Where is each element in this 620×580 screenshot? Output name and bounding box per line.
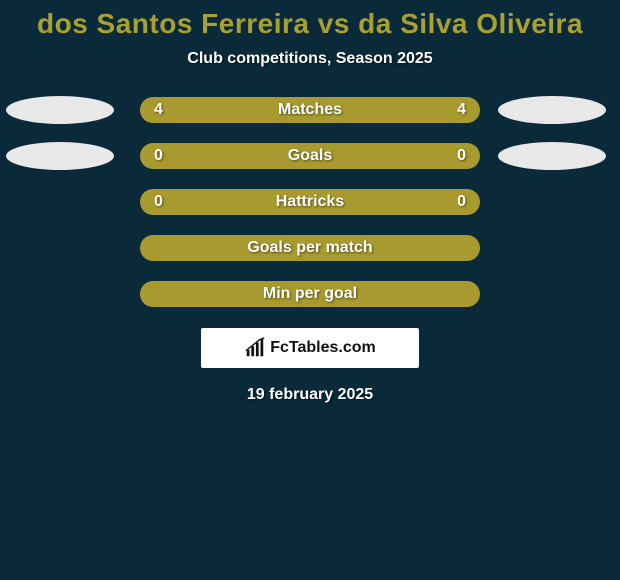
right-value: 4	[457, 101, 466, 119]
stat-bar: Goals per match	[140, 235, 480, 261]
stat-bar: 0 Goals 0	[140, 143, 480, 169]
right-value: 0	[457, 147, 466, 165]
stat-label: Goals	[288, 147, 332, 165]
stat-row-goals: 0 Goals 0	[0, 142, 620, 170]
stat-label: Hattricks	[276, 193, 344, 211]
stat-row-min-per-goal: Min per goal	[0, 280, 620, 308]
bar-chart-icon	[244, 337, 266, 359]
stat-bar: 4 Matches 4	[140, 97, 480, 123]
comparison-card: dos Santos Ferreira vs da Silva Oliveira…	[0, 0, 620, 404]
stat-row-matches: 4 Matches 4	[0, 96, 620, 124]
source-text: FcTables.com	[270, 339, 376, 357]
stat-bar: 0 Hattricks 0	[140, 189, 480, 215]
stat-label: Matches	[278, 101, 342, 119]
source-badge: FcTables.com	[201, 328, 419, 368]
stat-row-goals-per-match: Goals per match	[0, 234, 620, 262]
left-value: 0	[154, 193, 163, 211]
stat-rows: 4 Matches 4 0 Goals 0 0 Hattricks 0	[0, 96, 620, 308]
left-value: 4	[154, 101, 163, 119]
page-title: dos Santos Ferreira vs da Silva Oliveira	[0, 8, 620, 40]
right-marker	[498, 142, 606, 170]
left-marker	[6, 142, 114, 170]
right-value: 0	[457, 193, 466, 211]
date-text: 19 february 2025	[0, 386, 620, 404]
stat-label: Min per goal	[263, 285, 357, 303]
stat-label: Goals per match	[247, 239, 372, 257]
right-marker	[498, 96, 606, 124]
stat-row-hattricks: 0 Hattricks 0	[0, 188, 620, 216]
left-value: 0	[154, 147, 163, 165]
stat-bar: Min per goal	[140, 281, 480, 307]
subtitle: Club competitions, Season 2025	[0, 50, 620, 68]
left-marker	[6, 96, 114, 124]
